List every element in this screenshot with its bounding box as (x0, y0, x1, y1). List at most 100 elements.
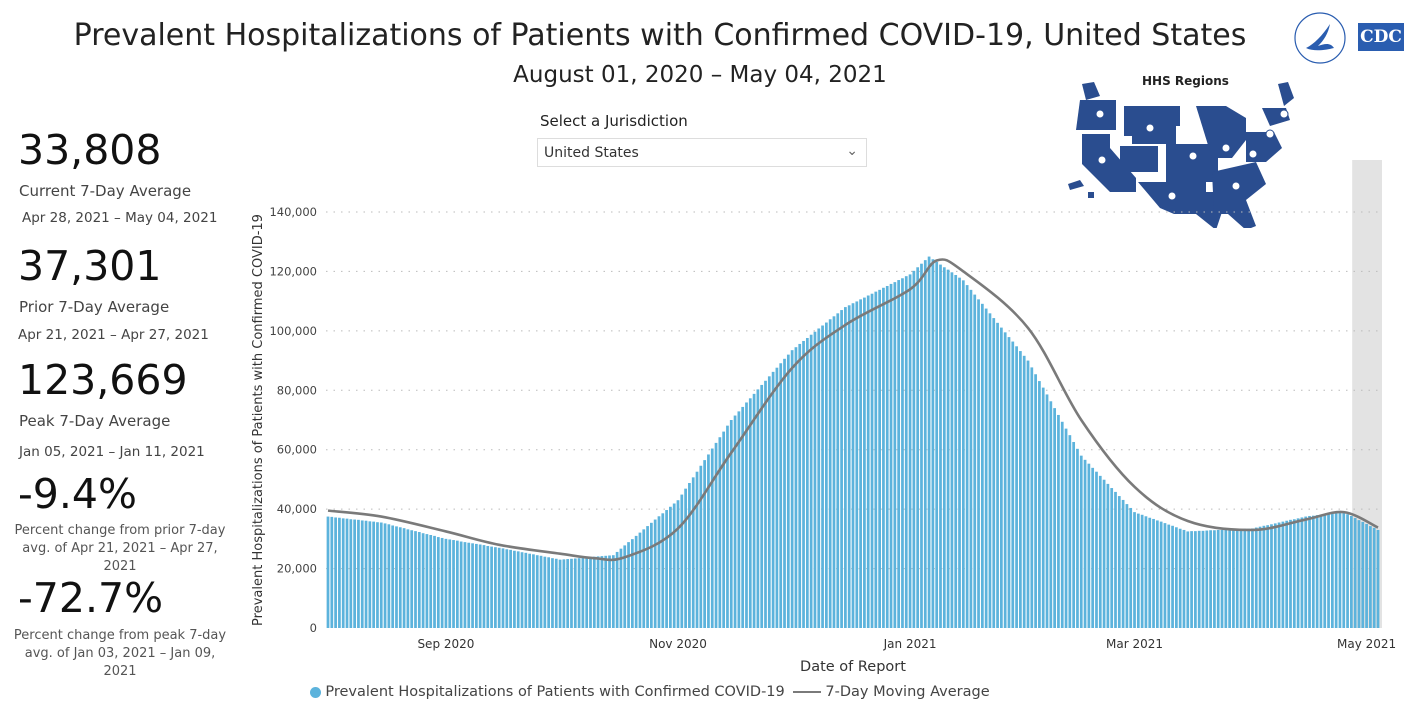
bar[interactable] (817, 328, 821, 628)
bar[interactable] (927, 256, 931, 628)
bar[interactable] (859, 299, 862, 628)
bar[interactable] (1365, 524, 1368, 628)
bar[interactable] (1163, 523, 1167, 628)
bar[interactable] (357, 519, 360, 628)
bar[interactable] (1201, 530, 1205, 628)
bar[interactable] (1098, 475, 1102, 628)
bar[interactable] (710, 448, 714, 628)
bar[interactable] (1300, 517, 1304, 628)
bar[interactable] (650, 522, 653, 628)
bar[interactable] (1068, 435, 1072, 628)
bar[interactable] (1296, 518, 1300, 628)
bar[interactable] (984, 308, 988, 628)
bar[interactable] (889, 283, 893, 628)
bar[interactable] (954, 274, 958, 628)
bar[interactable] (551, 558, 554, 628)
bar[interactable] (1144, 516, 1148, 628)
bar[interactable] (494, 547, 497, 628)
bar[interactable] (543, 556, 547, 628)
bar[interactable] (368, 521, 372, 628)
bar[interactable] (608, 555, 611, 628)
bar[interactable] (1007, 337, 1011, 628)
bar[interactable] (562, 559, 566, 628)
bar[interactable] (714, 442, 718, 628)
bar[interactable] (931, 259, 935, 628)
bar[interactable] (961, 280, 965, 628)
bar[interactable] (885, 285, 889, 628)
bar[interactable] (619, 548, 623, 628)
bar[interactable] (1361, 521, 1365, 628)
bar[interactable] (1076, 448, 1079, 628)
bar[interactable] (459, 541, 463, 628)
bar[interactable] (547, 557, 551, 628)
bar[interactable] (657, 516, 661, 628)
bar[interactable] (1194, 531, 1197, 628)
bar[interactable] (1224, 529, 1228, 628)
bar[interactable] (779, 363, 783, 628)
bar[interactable] (1022, 355, 1026, 628)
bar[interactable] (992, 318, 996, 628)
bar[interactable] (1060, 421, 1064, 628)
bar[interactable] (627, 542, 630, 628)
bar[interactable] (1216, 529, 1220, 628)
bar[interactable] (490, 546, 493, 628)
bar[interactable] (1197, 530, 1201, 628)
bar[interactable] (950, 272, 954, 628)
bar[interactable] (1258, 526, 1262, 628)
bar[interactable] (916, 267, 920, 628)
bar[interactable] (908, 274, 912, 628)
bar[interactable] (897, 280, 901, 628)
bar[interactable] (840, 310, 843, 628)
bar[interactable] (1353, 518, 1357, 628)
bar[interactable] (912, 270, 916, 628)
bar[interactable] (825, 322, 828, 628)
bar[interactable] (1205, 530, 1209, 628)
bar[interactable] (1106, 483, 1110, 628)
bar[interactable] (977, 299, 980, 628)
bar[interactable] (1072, 441, 1076, 628)
bar[interactable] (1045, 394, 1049, 628)
bar[interactable] (425, 534, 429, 628)
bar[interactable] (1110, 488, 1114, 628)
bar[interactable] (326, 516, 330, 628)
bar[interactable] (874, 291, 878, 628)
bar[interactable] (604, 555, 608, 628)
bar[interactable] (1273, 523, 1277, 628)
bar[interactable] (942, 267, 946, 628)
bar[interactable] (653, 519, 657, 628)
bar[interactable] (1182, 529, 1186, 628)
bar[interactable] (482, 545, 486, 628)
bar[interactable] (1064, 428, 1068, 628)
bar[interactable] (726, 425, 729, 628)
bar[interactable] (1102, 479, 1106, 628)
bar[interactable] (1311, 515, 1315, 628)
bar[interactable] (395, 526, 398, 628)
bar[interactable] (1159, 521, 1163, 628)
bar[interactable] (703, 460, 706, 628)
bar[interactable] (1243, 528, 1247, 628)
bar[interactable] (836, 313, 840, 628)
bar[interactable] (1148, 517, 1152, 628)
bar[interactable] (718, 437, 722, 628)
bar[interactable] (436, 537, 440, 628)
bar[interactable] (535, 555, 539, 628)
bar[interactable] (1342, 512, 1346, 628)
bar[interactable] (429, 534, 433, 628)
bar[interactable] (680, 494, 684, 628)
bar[interactable] (988, 313, 992, 628)
bar[interactable] (767, 376, 771, 628)
bar[interactable] (794, 347, 798, 628)
bar[interactable] (832, 316, 836, 628)
bar[interactable] (1376, 529, 1380, 628)
bar[interactable] (748, 398, 752, 628)
bar[interactable] (1190, 531, 1193, 628)
bar[interactable] (1330, 513, 1334, 628)
bar[interactable] (1251, 528, 1254, 628)
bar[interactable] (688, 482, 691, 628)
bar[interactable] (1178, 528, 1182, 628)
bar[interactable] (524, 552, 528, 628)
bar[interactable] (695, 471, 699, 628)
bar[interactable] (646, 526, 649, 628)
bar[interactable] (1372, 527, 1376, 628)
bar[interactable] (828, 319, 832, 628)
